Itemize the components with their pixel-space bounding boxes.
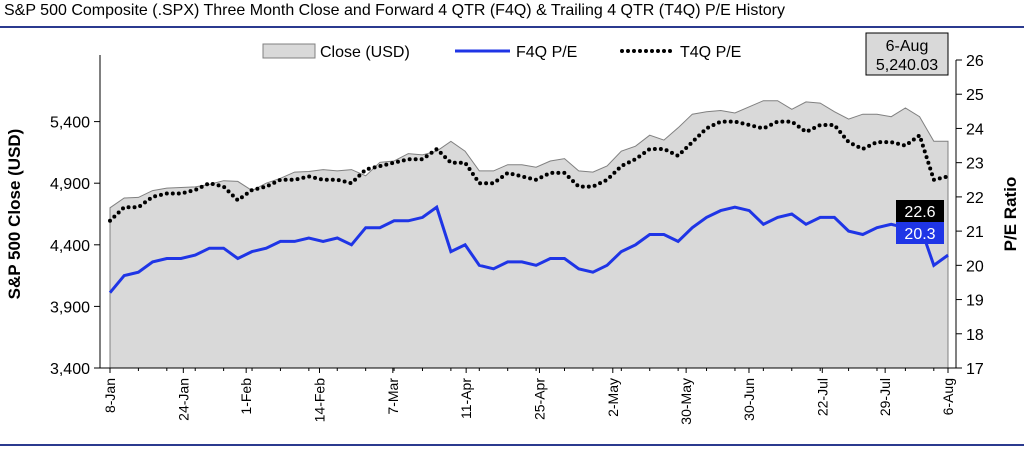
x-tick-label: 29-Jul: [877, 378, 893, 416]
left-tick-label: 3,900: [50, 299, 90, 316]
legend-close-label: Close (USD): [320, 44, 410, 61]
bottom-rule: [0, 444, 1024, 446]
left-tick-label: 3,400: [50, 361, 90, 378]
right-tick-label: 19: [966, 293, 984, 310]
left-tick-label: 5,400: [50, 115, 90, 132]
t4q-last-label: 22.6: [904, 204, 935, 221]
x-tick-label: 30-Jun: [741, 378, 757, 421]
x-tick-label: 8-Jan: [102, 378, 118, 413]
callout-date: 6-Aug: [886, 38, 929, 55]
right-tick-label: 20: [966, 258, 984, 275]
chart-title: S&P 500 Composite (.SPX) Three Month Clo…: [4, 2, 785, 19]
x-tick-label: 24-Jan: [175, 378, 191, 421]
callout-value: 5,240.03: [876, 57, 938, 74]
annotations: 6-Aug 5,240.03 22.6 20.3: [865, 32, 949, 244]
right-tick-label: 18: [966, 327, 984, 344]
y2-axis-title: P/E Ratio: [1001, 177, 1020, 252]
right-tick-label: 17: [966, 361, 984, 378]
x-tick-label: 2-May: [605, 378, 621, 417]
right-tick-label: 23: [966, 156, 984, 173]
right-tick-label: 22: [966, 190, 984, 207]
axes: 3,400 3,900 4,400 4,900 5,400 17 18 19 20 21 22 23 2…: [5, 53, 1020, 425]
legend: Close (USD) F4Q P/E T4Q P/E: [262, 43, 741, 61]
x-tick-label: 11-Apr: [458, 378, 474, 419]
x-tick-label: 25-Apr: [531, 378, 547, 420]
series-close-area: [109, 100, 949, 369]
right-tick-label: 24: [966, 121, 984, 138]
series-f4q-line: [108, 204, 949, 294]
legend-f4q-label: F4Q P/E: [516, 44, 577, 61]
x-tick-label: 14-Feb: [312, 378, 328, 423]
legend-close-swatch: [262, 43, 316, 59]
x-tick-label: 30-May: [678, 378, 694, 425]
x-tick-label: 22-Jul: [814, 378, 830, 416]
legend-t4q-label: T4Q P/E: [680, 44, 741, 61]
t4q-last-label-bg: [896, 200, 944, 222]
x-tick-label: 6-Aug: [940, 378, 956, 415]
x-tick-label: 1-Feb: [238, 378, 254, 415]
plot-area: [108, 100, 950, 369]
right-tick-label: 26: [966, 53, 984, 70]
y-axis-title: S&P 500 Close (USD): [5, 129, 24, 300]
f4q-last-label-bg: [896, 222, 944, 244]
right-tick-label: 21: [966, 224, 984, 241]
series-t4q-line: [108, 119, 950, 223]
f4q-last-label: 20.3: [904, 226, 935, 243]
left-tick-label: 4,900: [50, 176, 90, 193]
right-tick-label: 25: [966, 87, 984, 104]
left-tick-label: 4,400: [50, 238, 90, 255]
x-tick-label: 7-Mar: [385, 378, 401, 415]
callout-box: [865, 32, 949, 76]
top-rule: [0, 26, 1024, 28]
